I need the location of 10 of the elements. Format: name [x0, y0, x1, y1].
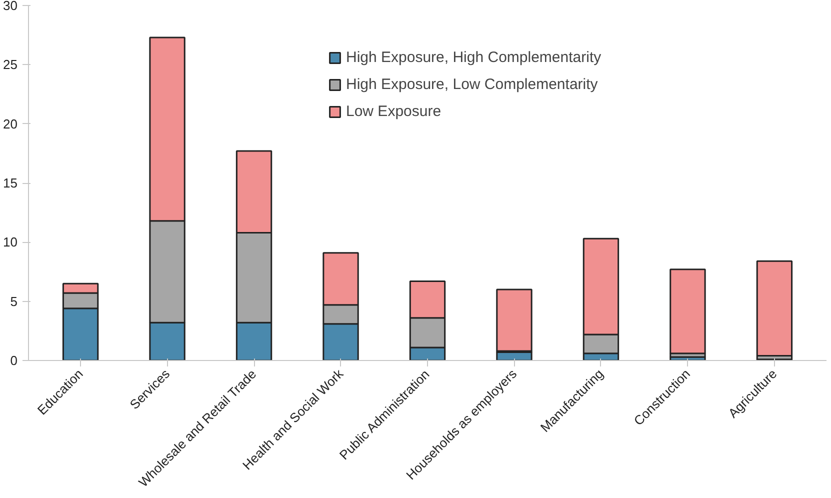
- y-tick-label: 0: [10, 353, 18, 368]
- legend-label: High Exposure, Low Complementarity: [346, 76, 598, 93]
- y-tick-label: 30: [3, 0, 18, 13]
- y-tick-label: 15: [3, 176, 18, 190]
- legend-label: High Exposure, High Complementarity: [346, 49, 602, 66]
- legend-label: Low Exposure: [346, 103, 442, 120]
- y-tick-label: 25: [3, 57, 18, 72]
- y-tick-label: 20: [3, 116, 18, 132]
- y-tick-label: 10: [3, 234, 18, 250]
- y-tick-label: 5: [10, 294, 18, 309]
